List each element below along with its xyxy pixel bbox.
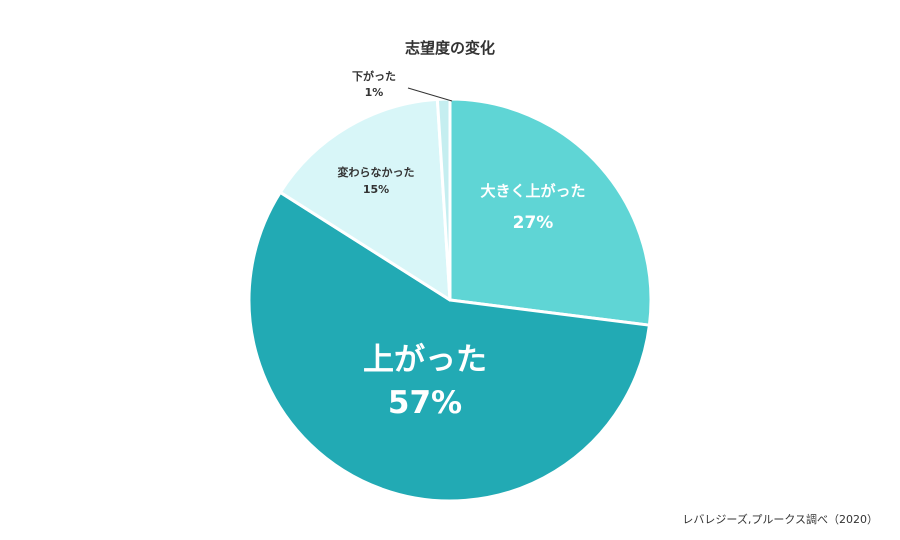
chart-title: 志望度の変化: [404, 39, 495, 57]
slice-label-unchanged: 変わらなかった: [338, 165, 415, 179]
pie-slice-unchanged: [278, 97, 452, 302]
slice-value-increase: 57%: [388, 385, 462, 421]
source-note: レバレジーズ,プルークス調べ（2020）: [682, 513, 878, 526]
slice-label-large-increase: 大きく上がった: [480, 182, 585, 200]
pie-slice-increase: [247, 190, 651, 503]
slice-label-increase: 上がった: [363, 342, 487, 378]
slice-value-unchanged: 15%: [363, 183, 389, 196]
pie-slice-decrease: [435, 97, 452, 302]
slice-value-decrease: 1%: [365, 86, 384, 99]
pie-slices: [247, 97, 653, 503]
leader-line: [407, 87, 453, 102]
slice-label-decrease: 下がった: [352, 69, 396, 83]
slice-value-large-increase: 27%: [513, 213, 554, 233]
pie-slice-large-increase: [448, 97, 653, 327]
pie-labels: 大きく上がった 27% 上がった 57% 変わらなかった 15% 下がった 1%: [338, 69, 586, 421]
